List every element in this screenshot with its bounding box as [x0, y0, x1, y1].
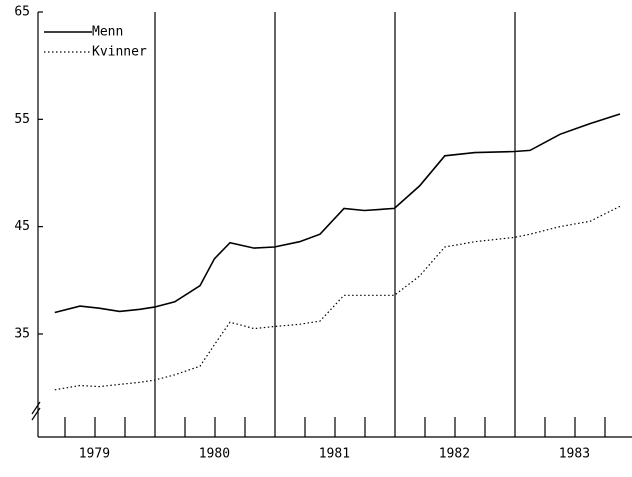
axes-decor — [31, 12, 632, 438]
x-tick-label: 1982 — [439, 447, 470, 462]
series-line — [54, 205, 621, 391]
quarter-ticks — [64, 417, 606, 437]
y-tick-label: 35 — [14, 326, 30, 341]
y-tick-label: 55 — [14, 112, 30, 127]
axis-break — [31, 401, 41, 421]
series-line — [54, 113, 621, 314]
x-tick-label: 1979 — [79, 447, 110, 462]
y-tick-label: 65 — [14, 5, 30, 20]
x-tick-label: 1981 — [319, 447, 350, 462]
legend-label: Menn — [92, 25, 123, 40]
x-tick-label: 1980 — [199, 447, 230, 462]
x-tick-label: 1983 — [559, 447, 590, 462]
y-tick-label: 45 — [14, 219, 30, 234]
legend-label: Kvinner — [92, 45, 147, 60]
